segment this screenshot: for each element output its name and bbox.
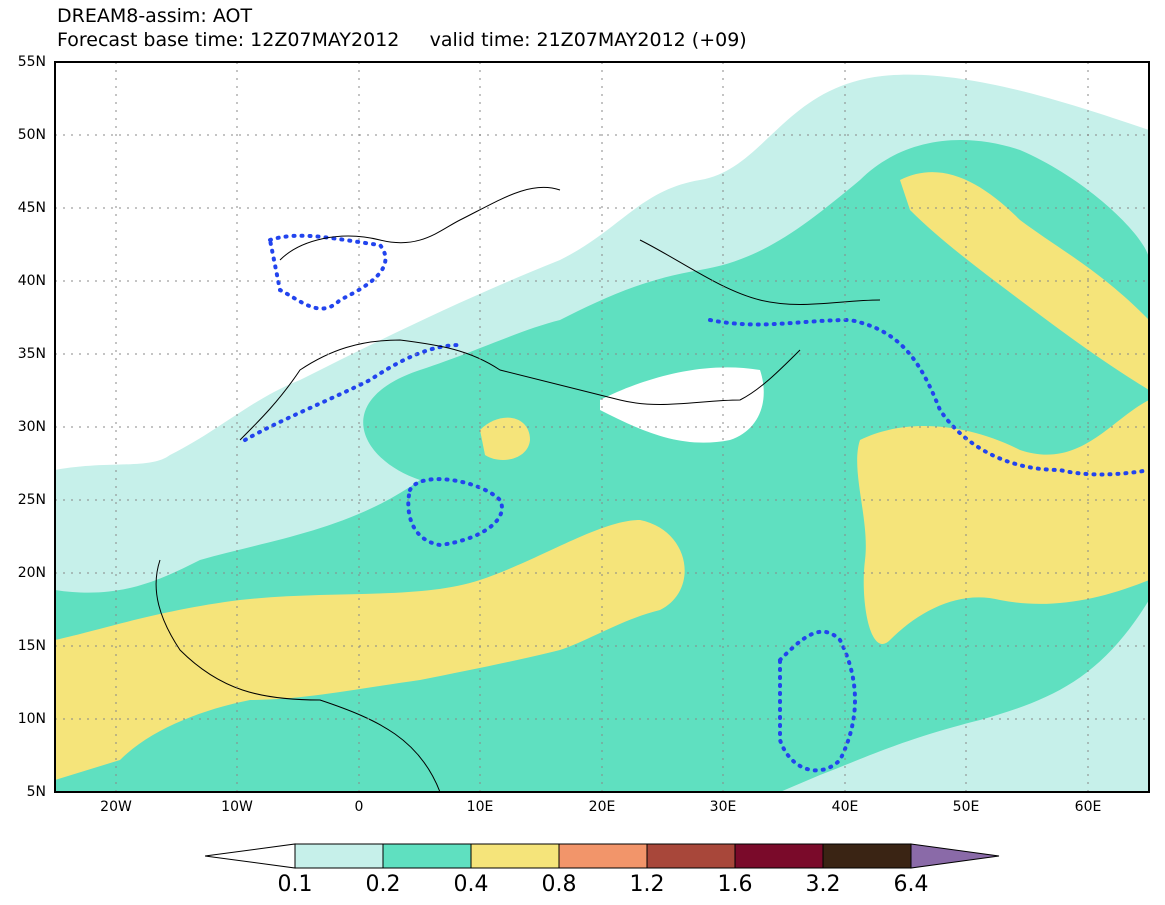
colorbar-label-0.8: 0.8 [541,872,577,897]
dotted-contour-west [243,343,462,442]
lat-label-45n: 45N [17,200,46,216]
dotted-contour-iberia [267,233,388,311]
aot-region-0.4-arabia [857,400,1149,644]
coastline [155,186,881,792]
colorbar-segment-1 [294,843,384,869]
lon-label-50e: 50E [952,799,980,815]
lat-label-10n: 10N [17,711,46,727]
colorbar-label-1.2: 1.2 [629,872,665,897]
colorbar-segment-3 [470,843,560,869]
colorbar-label-3.2: 3.2 [805,872,841,897]
lat-label-30n: 30N [17,419,46,435]
valid-time: valid time: 21Z07MAY2012 (+09) [429,29,747,51]
colorbar-segment-4 [558,843,648,869]
colorbar-segment-7 [822,843,912,869]
lat-label-35n: 35N [17,346,46,362]
dotted-contour-sahara [406,477,504,548]
colorbar-label-6.4: 6.4 [893,872,929,897]
colorbar-label-0.4: 0.4 [453,872,489,897]
aot-region-0.4-west [55,520,685,780]
colorbar-label-1.6: 1.6 [717,872,753,897]
grid-lines [55,62,1149,792]
colorbar-high-arrow [910,843,1000,869]
colorbar-segment-2 [382,843,472,869]
dotted-contour-east [708,317,1149,477]
colorbar-low-arrow [205,843,296,869]
lat-label-55n: 55N [17,54,46,70]
colorbar-label-0.1: 0.1 [277,872,313,897]
lon-label-40e: 40E [831,799,859,815]
map-subtitle: Forecast base time: 12Z07MAY2012 valid t… [57,30,747,50]
colorbar-label-0.2: 0.2 [365,872,401,897]
lat-label-15n: 15N [17,638,46,654]
lon-label-10w: 10W [221,799,253,815]
colorbar-segment-5 [646,843,736,869]
aot-region-0.4-libya [480,417,530,460]
map-title: DREAM8-assim: AOT [57,5,253,27]
lon-label-0: 0 [354,799,364,815]
lat-label-40n: 40N [17,273,46,289]
lat-label-20n: 20N [17,565,46,581]
lon-label-30e: 30E [709,799,737,815]
colorbar [205,843,1000,869]
map-frame [54,61,1150,793]
dotted-contour-sudan [778,629,857,773]
lon-label-20w: 20W [100,799,132,815]
base-time: Forecast base time: 12Z07MAY2012 [57,29,400,51]
colorbar-segment-6 [734,843,824,869]
lon-label-10e: 10E [466,799,494,815]
lat-label-50n: 50N [17,127,46,143]
lon-label-20e: 20E [588,799,616,815]
lat-label-5n: 5N [26,784,46,800]
lat-label-25n: 25N [17,492,46,508]
lon-label-60e: 60E [1074,799,1102,815]
